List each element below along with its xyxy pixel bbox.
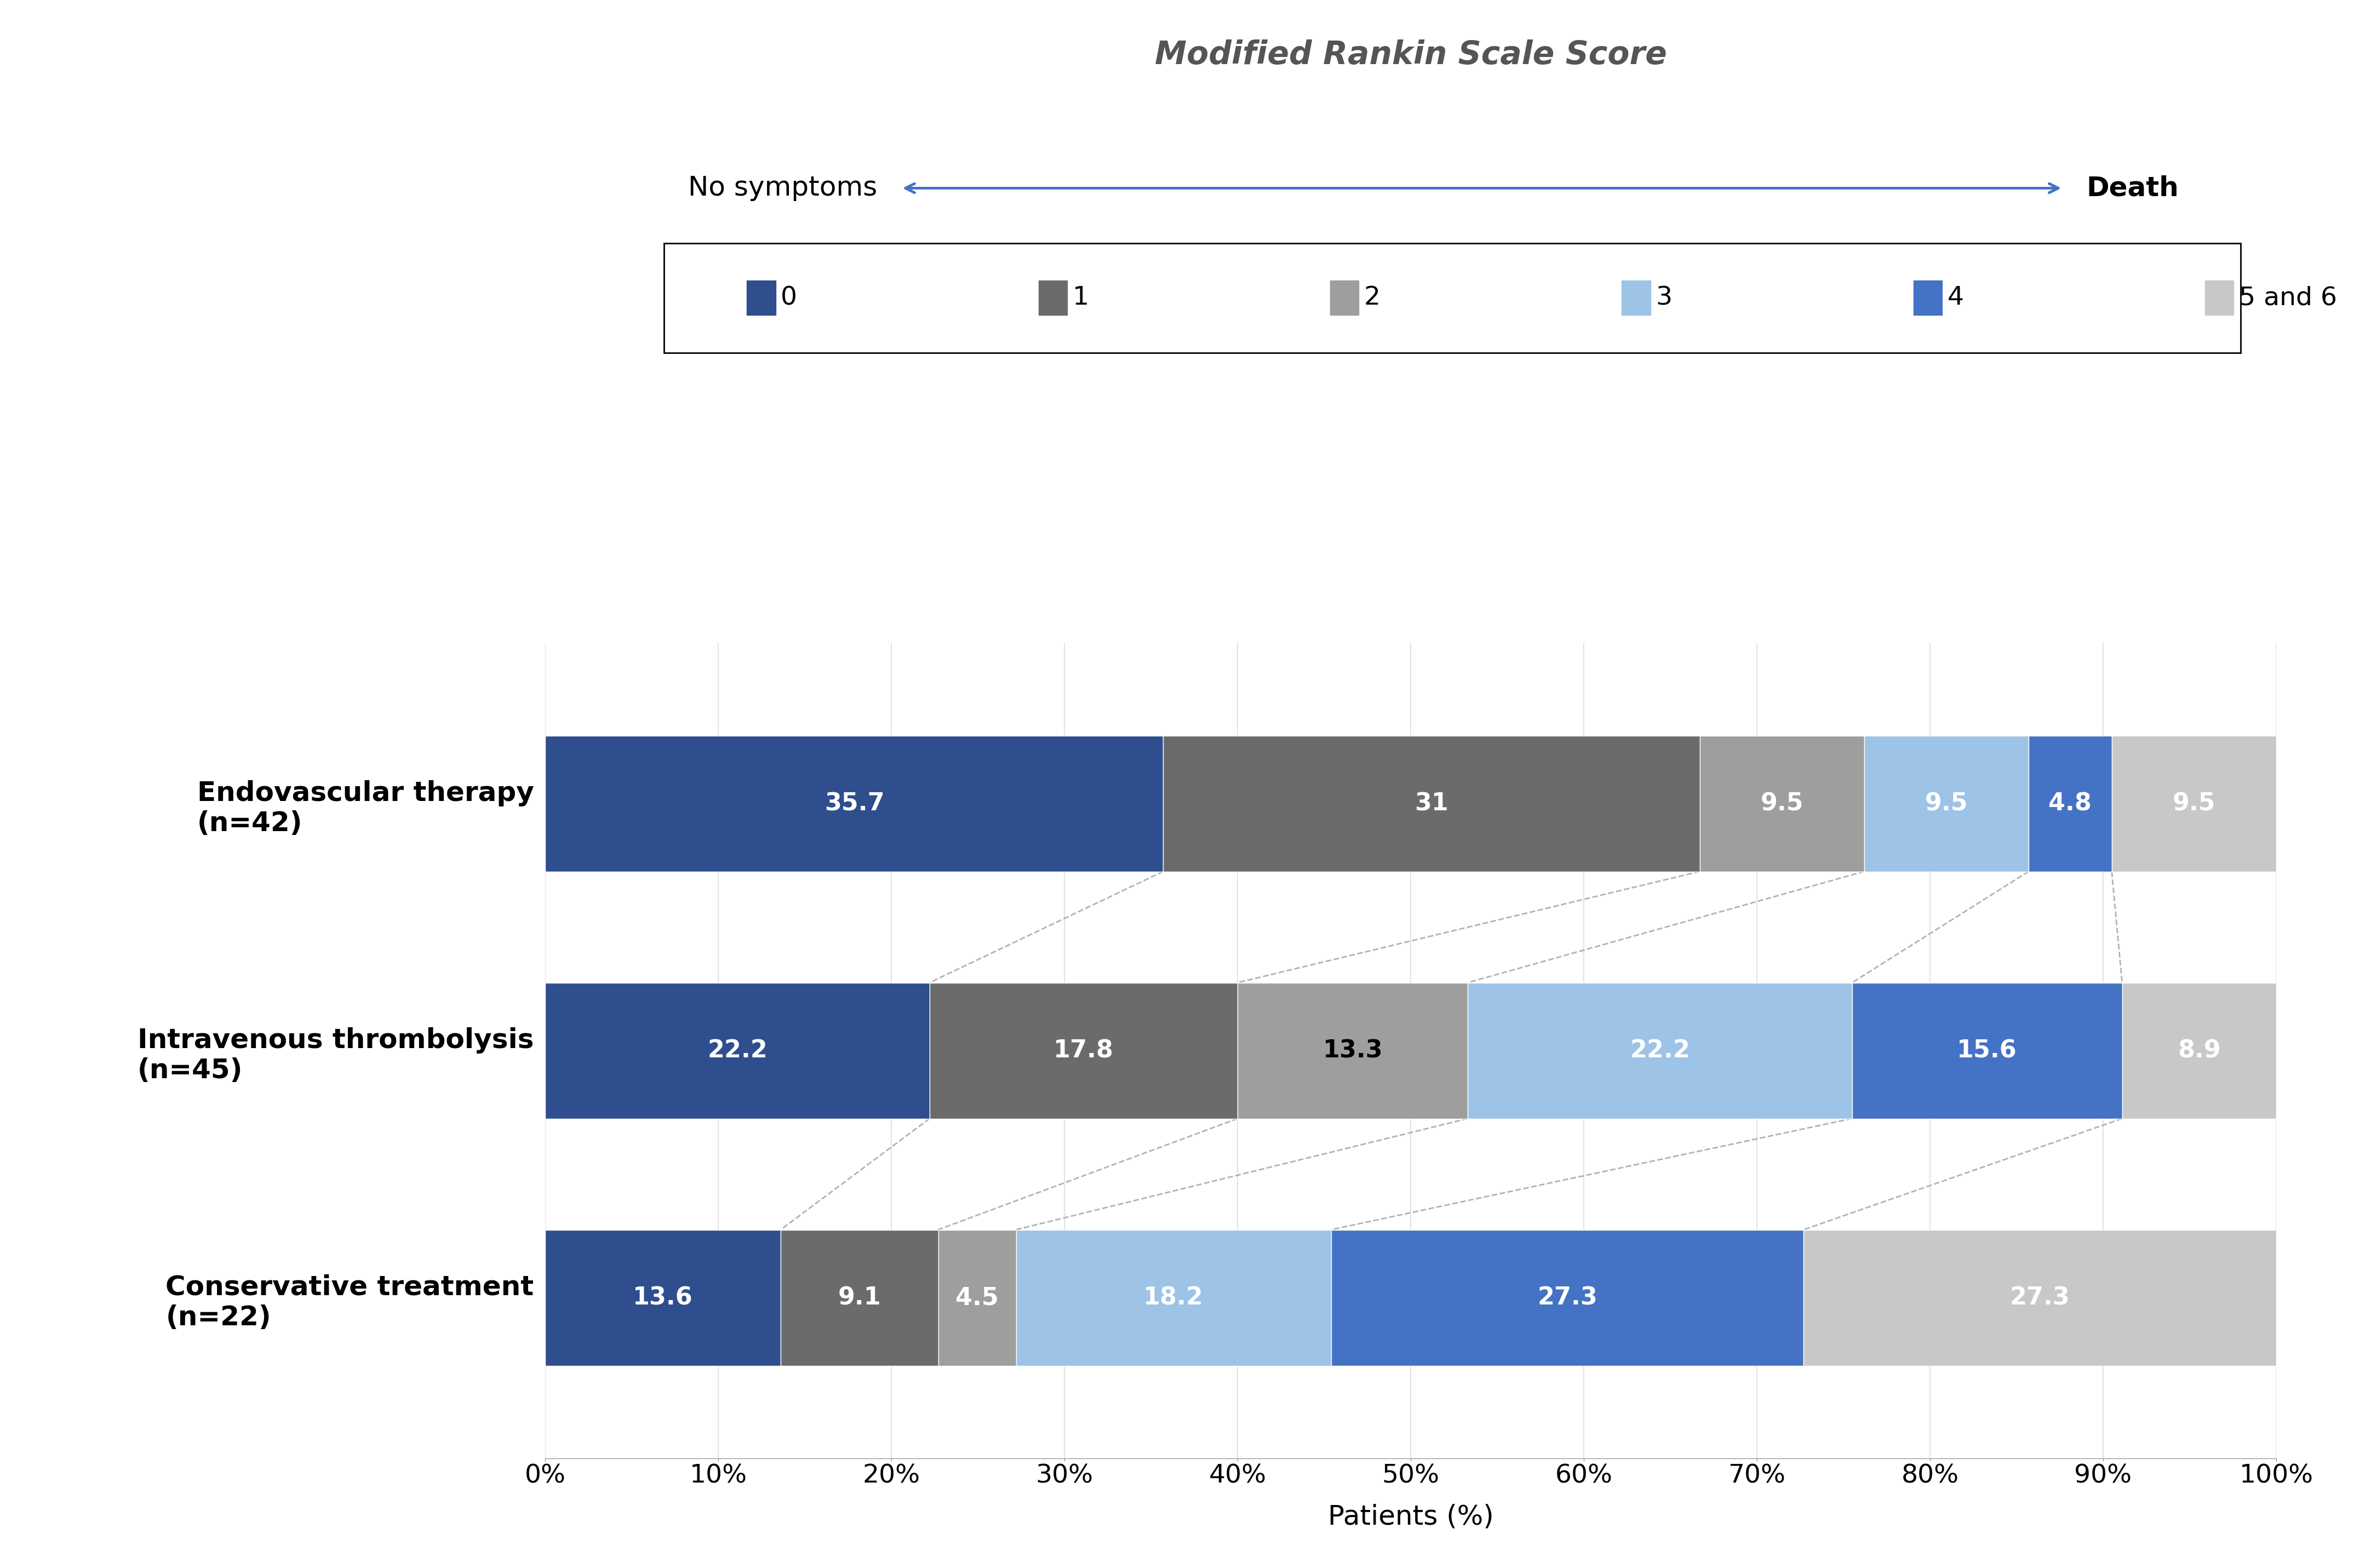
Bar [747,281,775,315]
Bar [1700,735,1864,872]
Text: 5 and 6: 5 and 6 [2238,285,2338,310]
Text: 8.9: 8.9 [2177,1038,2222,1063]
Bar [939,1229,1017,1366]
Bar [1330,1229,1804,1366]
Text: 4.8: 4.8 [2049,792,2091,815]
Text: 22.2: 22.2 [1629,1038,1691,1063]
Text: 27.3: 27.3 [1536,1286,1598,1309]
Bar [545,735,1164,872]
Text: 0: 0 [780,285,797,310]
Text: 4.5: 4.5 [956,1286,998,1309]
Bar [1913,281,1942,315]
Text: 17.8: 17.8 [1053,1038,1114,1063]
Text: 13.6: 13.6 [633,1286,692,1309]
Text: Death: Death [2086,176,2179,201]
Bar [1330,281,1359,315]
Text: No symptoms: No symptoms [688,176,877,201]
Bar [2113,735,2276,872]
Text: 35.7: 35.7 [825,792,884,815]
Bar [664,243,2241,353]
Bar [1804,1229,2276,1366]
Text: 27.3: 27.3 [2011,1286,2070,1309]
Bar [1852,983,2122,1118]
Bar [545,1229,780,1366]
Bar [1468,983,1852,1118]
Text: 1: 1 [1072,285,1088,310]
Text: 9.1: 9.1 [837,1286,882,1309]
Bar [2205,281,2233,315]
Text: 31: 31 [1415,792,1449,815]
Text: 9.5: 9.5 [1925,792,1968,815]
Bar [1038,281,1067,315]
Bar [2122,983,2276,1118]
Bar [1864,735,2030,872]
Text: 4: 4 [1947,285,1963,310]
Text: 15.6: 15.6 [1956,1038,2018,1063]
Bar [1238,983,1468,1118]
Text: 9.5: 9.5 [2172,792,2215,815]
Bar [2030,735,2113,872]
Text: 18.2: 18.2 [1143,1286,1204,1309]
Bar [545,983,929,1118]
Text: 2: 2 [1363,285,1380,310]
X-axis label: Patients (%): Patients (%) [1328,1504,1494,1530]
Bar [929,983,1238,1118]
Text: 22.2: 22.2 [707,1038,768,1063]
Text: 9.5: 9.5 [1762,792,1804,815]
Text: 13.3: 13.3 [1323,1038,1382,1063]
Bar [780,1229,939,1366]
Bar [1622,281,1650,315]
Text: 3: 3 [1655,285,1672,310]
Text: Modified Rankin Scale Score: Modified Rankin Scale Score [1155,39,1667,71]
Bar [1017,1229,1330,1366]
Bar [1164,735,1700,872]
